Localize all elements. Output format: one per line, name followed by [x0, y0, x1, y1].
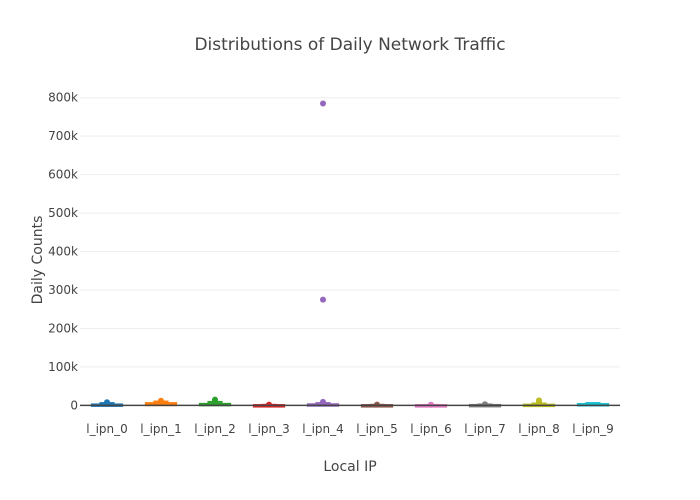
outlier-point — [212, 396, 218, 403]
x-tick-label: l_ipn_2 — [194, 422, 236, 436]
outlier-point — [266, 401, 272, 408]
outlier-point — [320, 100, 326, 107]
axis-layer: 0 100k 200k 300k 400k 500k 600k 700k 800k l_ipn_0… — [48, 91, 620, 436]
chart-title: Distributions of Daily Network Traffic — [194, 35, 505, 55]
x-tick-label: l_ipn_8 — [518, 422, 560, 436]
x-tick-label: l_ipn_6 — [410, 422, 452, 436]
box-l_ipn_4 — [306, 100, 340, 407]
y-tick-label: 700k — [48, 129, 78, 143]
y-tick-label: 200k — [48, 321, 78, 335]
grid-layer — [80, 97, 620, 368]
box-l_ipn_3 — [252, 401, 286, 408]
y-tick-label: 500k — [48, 206, 78, 220]
outlier-point — [158, 397, 164, 404]
y-tick-label: 400k — [48, 245, 78, 259]
y-tick-label: 600k — [48, 168, 78, 182]
outlier-point — [374, 401, 380, 408]
box-l_ipn_7 — [468, 401, 502, 408]
y-axis-title: Daily Counts — [30, 216, 46, 305]
y-tick-label: 100k — [48, 360, 78, 374]
x-axis-title: Local IP — [323, 459, 376, 475]
y-tick-label: 800k — [48, 91, 78, 105]
y-tick-label: 300k — [48, 283, 78, 297]
x-tick-label: l_ipn_9 — [572, 422, 614, 436]
box-l_ipn_5 — [360, 401, 394, 408]
y-tick-label: 0 — [70, 398, 78, 412]
plot-layer — [90, 100, 610, 408]
x-tick-label: l_ipn_4 — [302, 422, 344, 436]
x-tick-label: l_ipn_7 — [464, 422, 506, 436]
x-tick-label: l_ipn_3 — [248, 422, 290, 436]
outlier-point — [320, 398, 326, 405]
outlier-point — [104, 399, 110, 406]
box-l_ipn_1 — [144, 397, 178, 407]
outlier-point — [536, 397, 542, 404]
outlier-point — [482, 401, 488, 408]
x-tick-label: l_ipn_1 — [140, 422, 182, 436]
x-tick-label: l_ipn_5 — [356, 422, 398, 436]
box-l_ipn_2 — [198, 396, 232, 407]
outlier-point — [320, 296, 326, 303]
x-tick-label: l_ipn_0 — [86, 422, 128, 436]
